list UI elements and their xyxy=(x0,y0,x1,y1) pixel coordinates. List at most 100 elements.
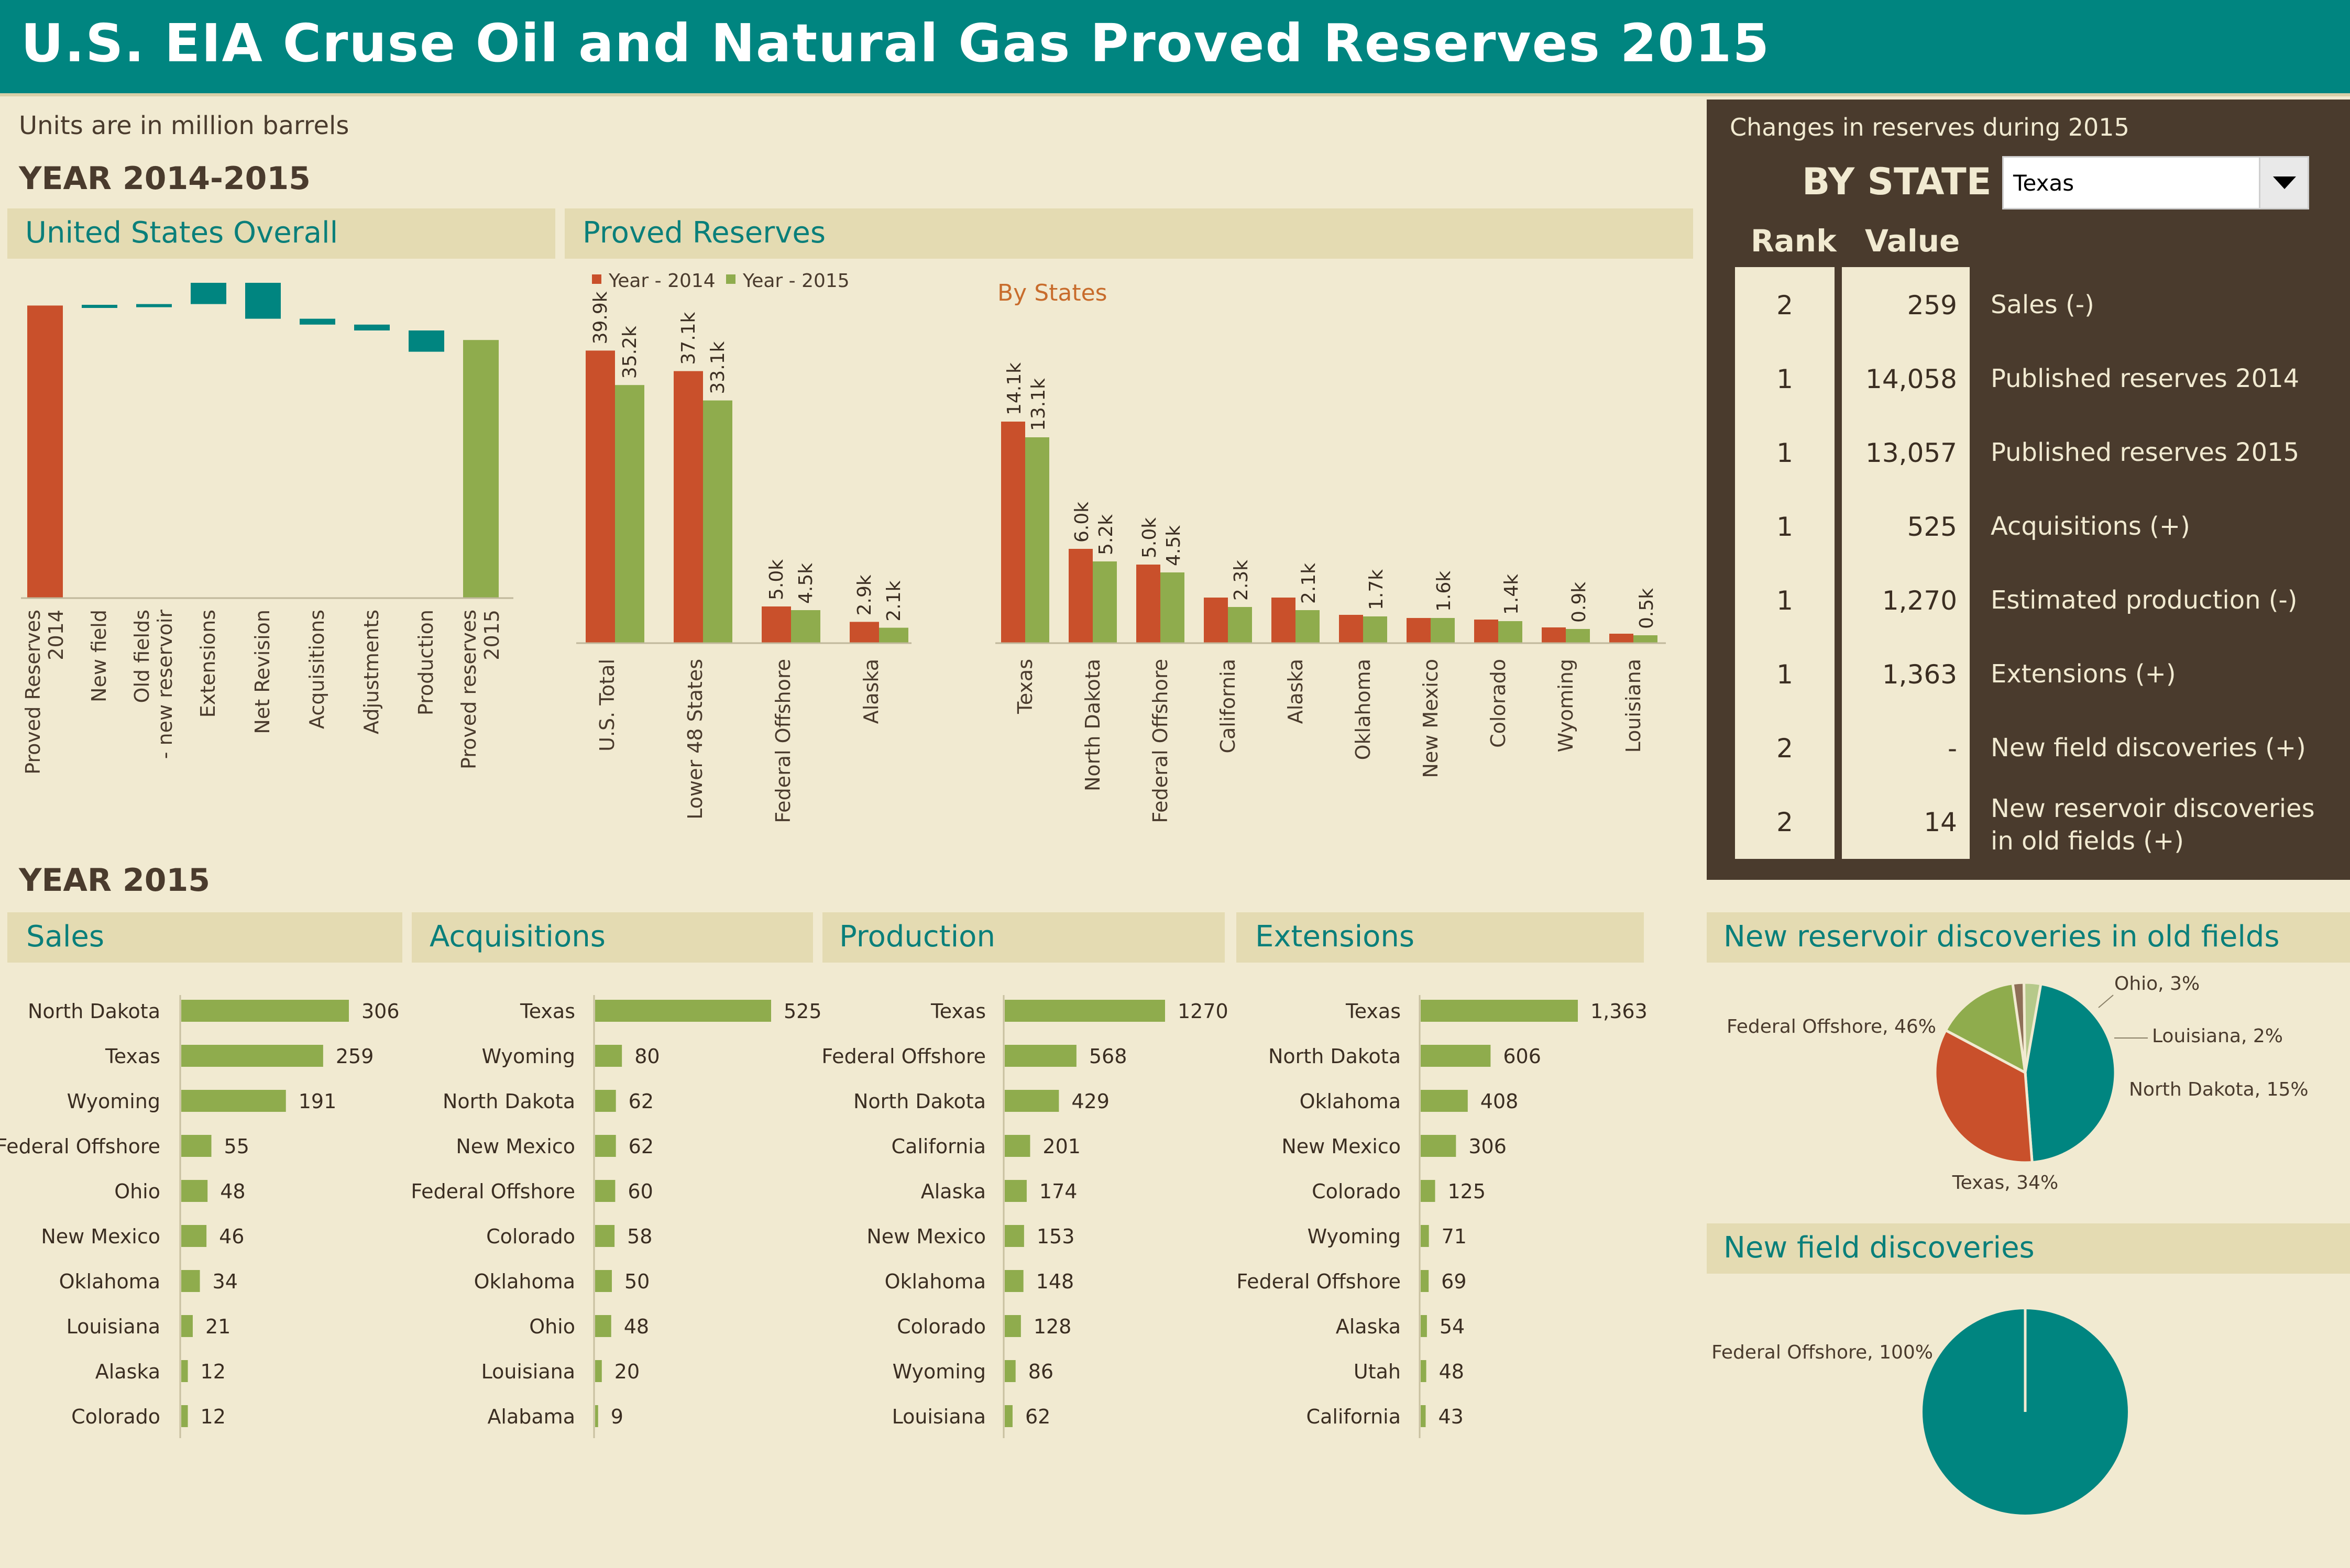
hbar-category-label: New Mexico xyxy=(866,1225,986,1248)
state-metric-label: Extensions (+) xyxy=(1991,659,2176,689)
state-bar xyxy=(1160,572,1184,643)
state-bar xyxy=(1295,610,1320,643)
proved-bar-label: 33.1k xyxy=(707,341,729,394)
state-dropdown[interactable]: Texas xyxy=(2002,156,2309,209)
state-metric-label: Published reserves 2015 xyxy=(1991,438,2300,467)
extensions-header: Extensions xyxy=(1236,912,1644,963)
hbar-value-label: 259 xyxy=(336,1045,374,1068)
state-category-label: Oklahoma xyxy=(1352,659,1375,760)
waterfall-category-label: Old fields- new reservoir xyxy=(130,610,177,759)
hbar-value-label: 46 xyxy=(219,1225,244,1248)
hbar-value-label: 174 xyxy=(1039,1180,1078,1203)
hbar-bar xyxy=(1421,1045,1491,1067)
waterfall-bar xyxy=(136,304,172,307)
proved-category-label: Lower 48 States xyxy=(684,659,707,820)
state-category-label: New Mexico xyxy=(1419,659,1442,778)
hbar-bar xyxy=(181,1360,188,1382)
state-bar xyxy=(1363,616,1387,643)
hbar-value-label: 12 xyxy=(201,1405,226,1428)
hbar-bar xyxy=(181,1180,208,1202)
state-metric-label: Estimated production (-) xyxy=(1991,586,2298,615)
state-metric-value: - xyxy=(1947,733,1957,764)
chevron-down-icon[interactable] xyxy=(2259,158,2308,208)
hbar-value-label: 20 xyxy=(614,1360,640,1383)
legend-swatch-2015 xyxy=(726,274,735,284)
proved-reserves-chart: Year - 2014 Year - 2015 39.9k 35.2k U.S. Tot… xyxy=(576,270,912,823)
state-bar-label: 0.5k xyxy=(1636,588,1657,629)
state-metric-label: New field discoveries (+) xyxy=(1991,733,2306,763)
state-bar-label: 14.1k xyxy=(1004,362,1025,415)
state-bar xyxy=(1474,620,1498,643)
hbar-bar xyxy=(181,1225,207,1247)
proved-category-label: U.S. Total xyxy=(596,659,619,752)
waterfall-category-label: Production xyxy=(414,610,437,715)
hbar-category-label: Federal Offshore xyxy=(0,1135,160,1158)
hbar-category-label: New Mexico xyxy=(1281,1135,1401,1158)
state-bar xyxy=(1339,615,1363,643)
proved-bar-label: 2.1k xyxy=(883,580,905,621)
hbar-category-label: Federal Offshore xyxy=(821,1045,986,1068)
state-category-label: Federal Offshore xyxy=(1149,659,1172,823)
hbar-category-label: Colorado xyxy=(71,1405,160,1428)
hbar-category-label: Colorado xyxy=(897,1315,986,1338)
hbar-bar xyxy=(1005,1270,1024,1292)
hbar-value-label: 58 xyxy=(627,1225,652,1248)
hbar-value-label: 69 xyxy=(1441,1270,1466,1293)
hbar-bar xyxy=(595,1270,612,1292)
hbar-category-label: Utah xyxy=(1354,1360,1401,1383)
hbar-value-label: 48 xyxy=(624,1315,649,1338)
hbar-bar xyxy=(595,1225,615,1247)
pie-slice xyxy=(2023,981,2042,1073)
hbar-bar xyxy=(595,1360,602,1382)
pie-slice-label: Federal Offshore, 100% xyxy=(1711,1342,1933,1363)
hbar-category-label: Ohio xyxy=(114,1180,160,1203)
hbar-category-label: Wyoming xyxy=(482,1045,575,1068)
state-bar xyxy=(1271,598,1295,643)
proved-bar-label: 4.5k xyxy=(795,563,817,604)
state-bar-label: 4.5k xyxy=(1163,525,1184,566)
hbar-bar xyxy=(181,1405,188,1427)
dashboard-title: U.S. EIA Cruse Oil and Natural Gas Prove… xyxy=(21,13,1771,74)
state-bar-label: 1.7k xyxy=(1366,569,1387,610)
proved-bar xyxy=(586,350,615,643)
hbar-category-label: California xyxy=(892,1135,986,1158)
hbar-category-label: Wyoming xyxy=(67,1090,160,1113)
hbar-category-label: Wyoming xyxy=(1308,1225,1401,1248)
hbar-value-label: 525 xyxy=(784,1000,822,1023)
by-state-heading: BY STATE xyxy=(1802,160,1992,203)
hbar-bar xyxy=(1005,1315,1021,1337)
hbar-category-label: Alabama xyxy=(487,1405,575,1428)
hbar-category-label: Texas xyxy=(520,1000,575,1023)
pie-slice-label: Texas, 34% xyxy=(1952,1172,2058,1194)
year-heading-1: YEAR 2014-2015 xyxy=(19,160,311,197)
state-rank-value: 1 xyxy=(1776,512,1793,542)
proved-bar xyxy=(791,610,820,643)
proved-bar xyxy=(879,627,908,643)
state-rank-value: 1 xyxy=(1776,586,1793,616)
hbar-category-label: Louisiana xyxy=(67,1315,160,1338)
production-title: Production xyxy=(839,920,995,954)
state-rank-value: 2 xyxy=(1776,807,1793,837)
waterfall-category-label: New field xyxy=(87,610,111,702)
state-panel-subtitle: Changes in reserves during 2015 xyxy=(1730,113,2129,141)
state-bar-label: 1.4k xyxy=(1501,574,1522,615)
hbar-bar xyxy=(181,1270,200,1292)
proved-bar xyxy=(615,385,644,643)
pie-slice xyxy=(1943,981,2027,1075)
hbar-bar xyxy=(181,1000,349,1022)
pie-charts: Federal Offshore, 46% Texas, 34% North Dak… xyxy=(1711,973,2309,1515)
hbar-value-label: 21 xyxy=(205,1315,230,1338)
hbar-category-label: Ohio xyxy=(529,1315,575,1338)
proved-bar-label: 35.2k xyxy=(619,326,641,379)
state-category-label: Colorado xyxy=(1487,659,1510,748)
proved-category-label: Federal Offshore xyxy=(772,659,795,823)
hbar-value-label: 9 xyxy=(611,1405,623,1428)
hbar-value-label: 128 xyxy=(1034,1315,1072,1338)
hbar-bar xyxy=(1421,1360,1426,1382)
hbar-value-label: 48 xyxy=(1439,1360,1464,1383)
hbar-value-label: 201 xyxy=(1042,1135,1081,1158)
hbar-bar xyxy=(1005,1045,1077,1067)
hbar-value-label: 1,363 xyxy=(1590,1000,1648,1023)
state-bar xyxy=(1407,618,1431,643)
proved-bar-label: 39.9k xyxy=(590,291,611,344)
